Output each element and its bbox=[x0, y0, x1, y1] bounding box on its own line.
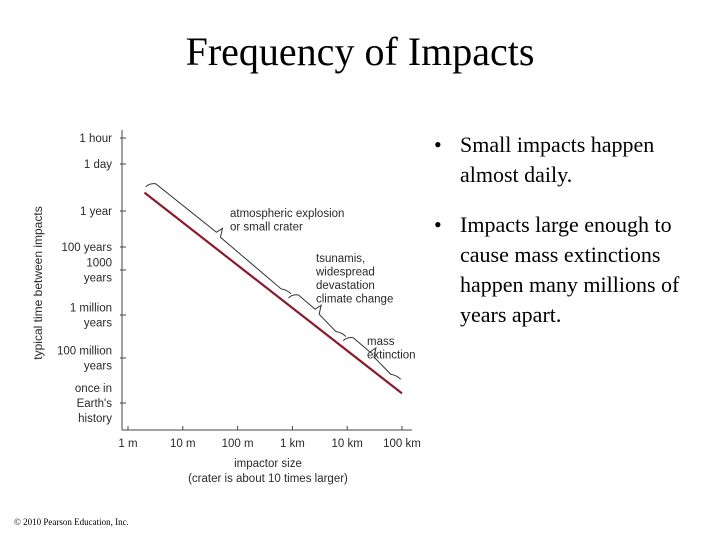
x-tick-label: 100 km bbox=[383, 438, 421, 450]
y-tick-label: once in Earth's history bbox=[75, 383, 112, 425]
bullet-item: • Impacts large enough to cause mass ext… bbox=[430, 210, 712, 330]
x-tick-label: 10 m bbox=[170, 438, 196, 450]
y-tick-label: 100 million years bbox=[57, 346, 112, 373]
annotation-brace bbox=[288, 294, 347, 337]
y-tick-label: 1 year bbox=[80, 206, 112, 218]
bullet-list: • Small impacts happen almost daily. • I… bbox=[430, 130, 712, 350]
bullet-text: Small impacts happen almost daily. bbox=[460, 132, 655, 187]
bullet-marker: • bbox=[434, 132, 442, 157]
annotation-label: mass extinction bbox=[367, 336, 416, 362]
bullet-text: Impacts large enough to cause mass extin… bbox=[460, 212, 680, 327]
x-axis-label: impactor size (crater is about 10 times l… bbox=[188, 458, 348, 485]
x-tick-label: 1 km bbox=[280, 438, 305, 450]
annotation-brace bbox=[145, 183, 292, 295]
slide-title: Frequency of Impacts bbox=[185, 29, 535, 74]
x-tick-label: 1 m bbox=[118, 438, 137, 450]
bullet-item: • Small impacts happen almost daily. bbox=[430, 130, 712, 190]
y-tick-label: 1 day bbox=[84, 159, 112, 171]
impact-frequency-line bbox=[143, 191, 403, 395]
annotation-brace bbox=[342, 337, 402, 380]
bullet-marker: • bbox=[434, 212, 442, 237]
y-tick-label: 1000 years bbox=[84, 258, 112, 285]
y-tick-label: 100 years bbox=[61, 242, 112, 254]
y-axis-label: typical time between impacts bbox=[31, 206, 45, 359]
x-tick-label: 100 m bbox=[222, 438, 254, 450]
annotation-label: atmospheric explosion or small crater bbox=[230, 208, 344, 234]
copyright-notice: © 2010 Pearson Education, Inc. bbox=[14, 517, 129, 527]
y-tick-label: 1 hour bbox=[79, 133, 112, 145]
x-tick-label: 10 km bbox=[332, 438, 363, 450]
annotation-label: tsunamis, widespread devastation climate ch… bbox=[315, 253, 393, 306]
y-tick-label: 1 million years bbox=[70, 303, 112, 330]
